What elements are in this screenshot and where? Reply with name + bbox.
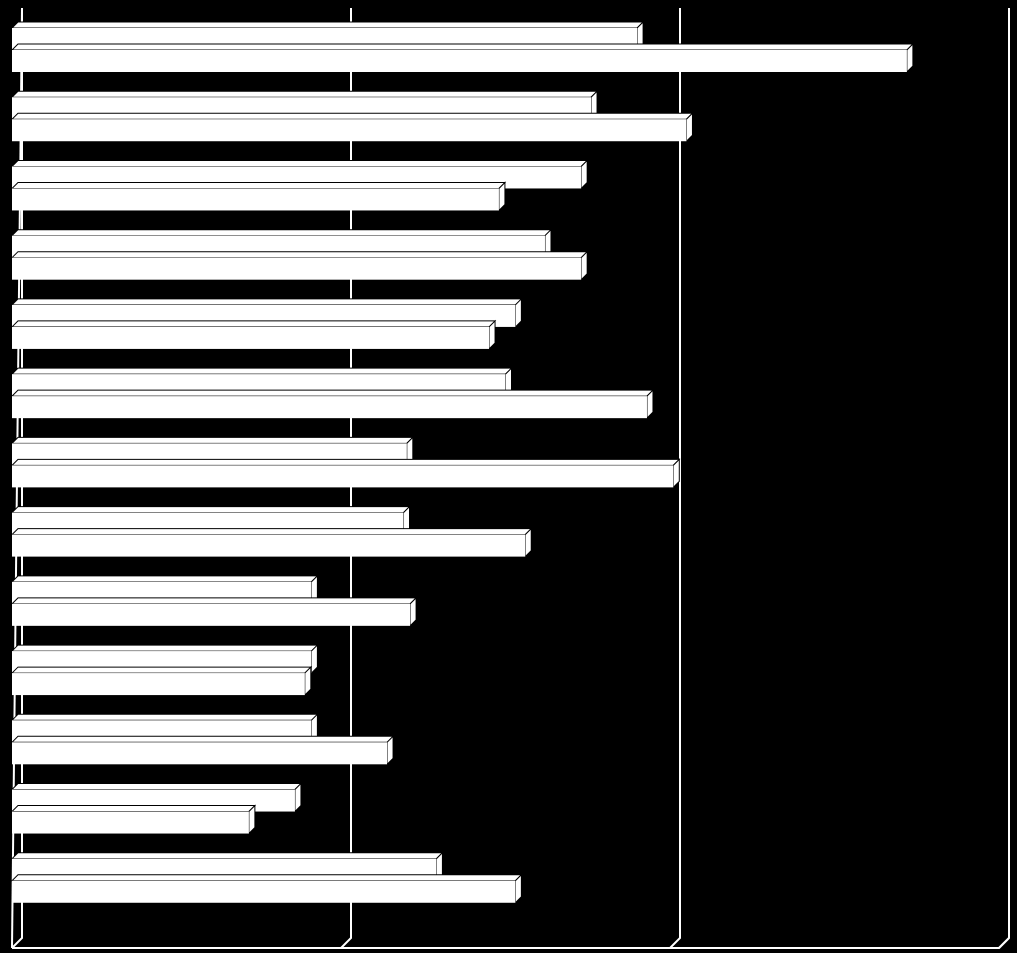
bar-face bbox=[10, 575, 319, 583]
bar-face bbox=[10, 229, 553, 237]
bar-face bbox=[10, 181, 507, 189]
bar-face bbox=[10, 783, 303, 791]
bar-face bbox=[10, 644, 319, 652]
bar bbox=[10, 458, 681, 489]
bar bbox=[10, 804, 257, 835]
bar bbox=[10, 665, 313, 697]
bar bbox=[10, 319, 497, 351]
bar-face bbox=[10, 597, 418, 605]
bar-face bbox=[10, 874, 523, 882]
grid-line bbox=[669, 8, 681, 949]
bar-face bbox=[10, 735, 395, 743]
bar-face bbox=[12, 396, 647, 419]
bar-face bbox=[10, 90, 599, 98]
bar-face bbox=[10, 159, 589, 167]
bar bbox=[10, 42, 915, 74]
bar-face bbox=[12, 188, 499, 211]
bar-face bbox=[12, 673, 305, 696]
bar bbox=[10, 250, 589, 281]
bar-face bbox=[10, 43, 915, 51]
bar-face bbox=[10, 21, 645, 29]
bar-face bbox=[12, 811, 249, 834]
bar-face bbox=[10, 389, 655, 397]
bar-face bbox=[12, 603, 411, 626]
bar-face bbox=[10, 528, 533, 536]
bar bbox=[10, 112, 694, 143]
bar-face bbox=[10, 852, 444, 860]
bar-face bbox=[12, 880, 516, 903]
bar-face bbox=[12, 465, 674, 488]
bar bbox=[10, 873, 523, 904]
bar-face bbox=[12, 119, 687, 142]
bar bbox=[10, 527, 533, 558]
bar-face bbox=[10, 458, 681, 466]
bar bbox=[10, 388, 655, 420]
grid-line bbox=[998, 8, 1010, 949]
bar-face bbox=[12, 534, 526, 557]
bar-face bbox=[10, 713, 319, 721]
bar-face bbox=[10, 805, 257, 813]
bar-face bbox=[12, 326, 490, 349]
bar-face bbox=[10, 506, 411, 514]
bar-face bbox=[10, 251, 589, 259]
bar-face bbox=[10, 666, 313, 674]
bar bbox=[10, 596, 418, 628]
bar-face bbox=[12, 257, 582, 280]
bar-face bbox=[10, 436, 415, 444]
bar-face bbox=[12, 50, 907, 72]
bar-face bbox=[10, 298, 523, 306]
bar-face bbox=[10, 112, 694, 120]
bar bbox=[10, 735, 395, 766]
bar bbox=[10, 181, 507, 212]
bar-face bbox=[10, 320, 497, 328]
bar-face bbox=[10, 367, 513, 375]
plot-floor bbox=[12, 937, 1010, 949]
bar-face bbox=[12, 742, 388, 765]
